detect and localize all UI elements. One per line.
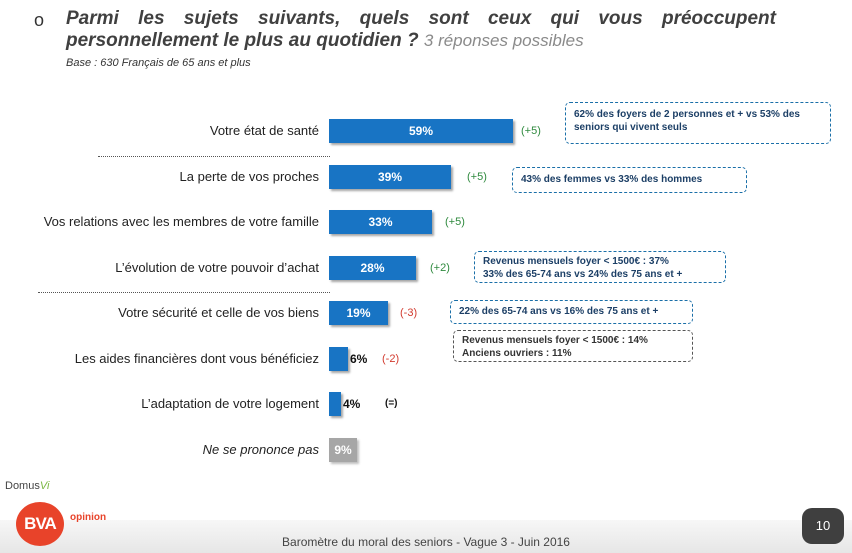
evolution-label: (+5): [445, 216, 465, 228]
question-title: Parmi les sujets suivants, quels sont ce…: [66, 8, 776, 52]
footer-text: Baromètre du moral des seniors - Vague 3…: [282, 535, 570, 549]
bar: [329, 301, 388, 325]
bar: [329, 392, 341, 416]
evolution-label: (+5): [467, 171, 487, 183]
data-label: 9%: [334, 443, 352, 457]
evolution-label: (-2): [382, 353, 400, 365]
data-label: 33%: [368, 215, 393, 229]
annotation-text: Revenus mensuels foyer < 1500€ : 14%: [462, 335, 648, 346]
title-bullet: o: [34, 10, 45, 30]
category-label: La perte de vos proches: [179, 169, 319, 184]
page-number: 10: [802, 508, 844, 544]
evolution-label: (=): [385, 398, 398, 409]
question-text: Parmi les sujets suivants, quels sont ce…: [66, 8, 776, 51]
category-label: Vos relations avec les membres de votre …: [43, 214, 319, 229]
category-label: L’évolution de votre pouvoir d’achat: [115, 260, 319, 275]
annotation-box-health: 62% des foyers de 2 personnes et + vs 53…: [565, 102, 831, 144]
evolution-label: (+2): [430, 262, 450, 274]
annotation-text: Revenus mensuels foyer < 1500€ : 37%: [483, 256, 669, 267]
annotation-text: 43% des femmes vs 33% des hommes: [521, 174, 703, 185]
domusvi-logo: DomusVi: [5, 480, 50, 492]
bar: [329, 119, 513, 143]
annotation-text: Anciens ouvriers : 11%: [462, 348, 572, 359]
bar: [329, 210, 432, 234]
data-label: 59%: [408, 124, 434, 138]
separator-line: [38, 292, 330, 293]
base-note: Base : 630 Français de 65 ans et plus: [66, 57, 251, 69]
data-label: 28%: [360, 261, 385, 275]
annotation-box-security-age: 22% des 65-74 ans vs 16% des 75 ans et +: [450, 300, 693, 324]
category-label: Les aides financières dont vous bénéfici…: [74, 351, 319, 366]
data-label: 19%: [346, 306, 371, 320]
question-subtitle: 3 réponses possibles: [423, 31, 584, 50]
annotation-box-purchasing-power: Revenus mensuels foyer < 1500€ : 37% 33%…: [474, 251, 726, 283]
annotation-text: 22% des 65-74 ans vs 16% des 75 ans et +: [459, 306, 659, 317]
data-label: 6%: [350, 352, 368, 366]
bar: [329, 256, 416, 280]
bar: [329, 347, 348, 371]
data-label: 39%: [377, 170, 403, 184]
footer-band: [0, 520, 852, 553]
category-label: Votre sécurité et celle de vos biens: [118, 305, 319, 320]
evolution-label: (-3): [400, 307, 418, 319]
category-label: L’adaptation de votre logement: [141, 396, 319, 411]
category-label: Votre état de santé: [209, 123, 319, 138]
category-label: Ne se prononce pas: [202, 442, 319, 457]
annotation-text: 33% des 65-74 ans vs 24% des 75 ans et +: [483, 269, 683, 280]
separator-line: [98, 156, 330, 157]
evolution-label: (+5): [521, 125, 541, 137]
annotation-text: 62% des foyers de 2 personnes et + vs 53…: [574, 109, 800, 133]
bar: [329, 165, 451, 189]
bva-opinion-label: opinion: [70, 512, 107, 523]
annotation-box-security-income: Revenus mensuels foyer < 1500€ : 14% Anc…: [453, 330, 693, 362]
annotation-box-loss: 43% des femmes vs 33% des hommes: [512, 167, 747, 193]
bva-logo: BVA: [16, 502, 64, 546]
bar: [329, 438, 357, 462]
data-label: 4%: [343, 397, 361, 411]
